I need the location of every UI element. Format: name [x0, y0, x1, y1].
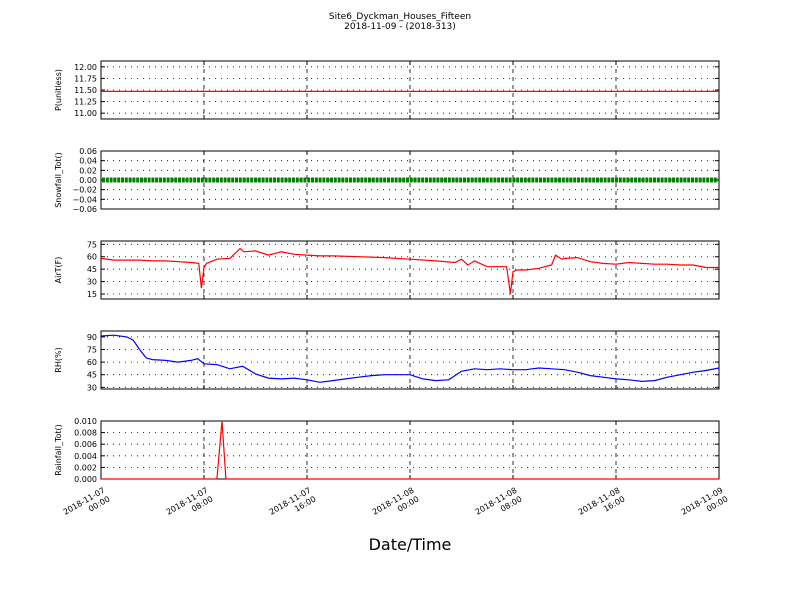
y-tick-label: 0.006 — [74, 440, 97, 449]
y-tick-label: −0.06 — [72, 205, 97, 214]
y-tick-label: 0.02 — [79, 166, 97, 175]
y-axis-label: RH(%) — [54, 347, 63, 372]
y-tick-label: 0.04 — [79, 157, 97, 166]
panel-1: 12.00 11.75 11.50 11.25 11.00 P(unitless) — [54, 60, 720, 120]
y-tick-label: 60 — [87, 358, 97, 367]
y-tick-label: 11.25 — [74, 98, 97, 107]
y-tick-label: 0.002 — [74, 463, 97, 472]
panel-3: 75 60 45 30 15 AirT(F) — [54, 240, 720, 300]
series-line — [100, 334, 720, 383]
y-tick-label: 0.008 — [74, 429, 97, 438]
y-axis-label: Snowfall_Tot() — [54, 152, 63, 208]
y-tick-label: 0.000 — [74, 475, 97, 484]
series-line — [101, 420, 719, 480]
y-tick-label: −0.04 — [72, 195, 97, 204]
y-tick-label: 0.00 — [79, 176, 97, 185]
chart-subtitle: 2018-11-09 - (2018-313) — [344, 22, 456, 32]
chart-panels: 12.00 11.75 11.50 11.25 11.00 P(unitless) 0.06… — [54, 60, 720, 484]
y-axis-label: Rainfall_Tot() — [54, 424, 63, 476]
y-tick-label: 12.00 — [74, 63, 97, 72]
y-tick-label: 30 — [87, 383, 97, 392]
panel-4: 90 75 60 45 30 RH(%) — [54, 330, 720, 392]
y-tick-label: 11.50 — [74, 86, 97, 95]
y-tick-label: 45 — [87, 371, 97, 380]
y-tick-label: 15 — [87, 290, 97, 299]
series-line — [100, 247, 719, 295]
y-tick-label: 0.010 — [74, 417, 97, 426]
y-axis-label: P(unitless) — [54, 69, 63, 111]
y-tick-label: 0.06 — [79, 147, 97, 156]
y-tick-label: 45 — [87, 265, 97, 274]
y-tick-label: 30 — [87, 278, 97, 287]
y-tick-label: 75 — [87, 345, 97, 354]
y-tick-label: 11.00 — [74, 109, 97, 118]
y-tick-label: 60 — [87, 253, 97, 262]
y-tick-label: 0.004 — [74, 452, 97, 461]
y-tick-label: 11.75 — [74, 74, 97, 83]
chart-title: Site6_Dyckman_Houses_Fifteen — [329, 12, 471, 22]
y-axis-label: AirT(F) — [54, 257, 63, 284]
y-tick-label: 75 — [87, 240, 97, 249]
y-tick-label: 90 — [87, 333, 97, 342]
y-tick-label: −0.02 — [72, 186, 97, 195]
panel-2: 0.060.040.020.00−0.02−0.04−0.06 Snowfall_… — [54, 147, 720, 214]
panel-5: 0.010 0.008 0.006 0.004 0.002 0.000 Rainfall_T… — [54, 417, 720, 484]
x-axis-label: Date/Time — [369, 535, 452, 554]
